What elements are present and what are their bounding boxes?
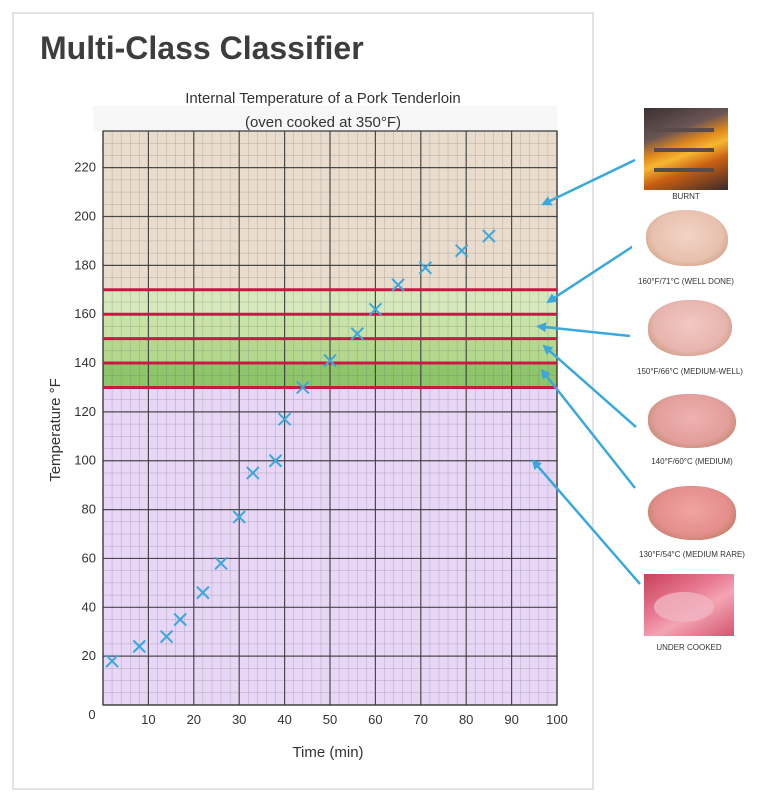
chart-subtitle: (oven cooked at 350°F) [245,114,401,131]
arrow-2 [536,322,631,338]
class-label-burnt: BURNT [672,192,700,201]
class-label-under-cooked: UNDER COOKED [656,643,722,652]
data-point-stroke [277,412,292,426]
data-point [391,278,405,292]
data-point-stroke [105,654,119,668]
data-point [173,612,187,627]
x-tick-label: 70 [414,712,428,727]
data-point-stroke [246,466,260,480]
origin-label: 0 [88,707,95,722]
data-point-stroke [454,243,469,258]
chart-title: Internal Temperature of a Pork Tenderloi… [185,90,460,107]
data-point [232,510,246,524]
pork-medium-rare-photo [640,478,744,548]
data-point-stroke [173,612,187,627]
data-point [214,556,228,571]
data-points [105,229,496,668]
y-tick-label: 40 [82,599,96,614]
data-point [132,639,147,654]
data-point [368,302,383,317]
class-arrows [531,158,641,585]
data-point-stroke [232,510,246,524]
x-tick-label: 100 [546,712,568,727]
y-tick-label: 20 [82,648,96,663]
y-axis-label: Temperature °F [47,378,64,482]
y-tick-label: 100 [74,453,96,468]
pork-medium-photo [640,386,744,456]
data-point-stroke [196,585,210,600]
data-point-stroke [268,454,283,468]
data-point [350,327,364,341]
data-point [268,454,283,468]
arrow-1 [546,241,639,304]
arrow-5 [531,459,641,585]
arrow-0 [541,158,636,206]
temperature-bands [93,106,557,705]
data-point [454,243,469,258]
class-label-well-done: 160°F/71°C (WELL DONE) [638,277,734,286]
class-label-medium: 140°F/60°C (MEDIUM) [651,457,733,466]
data-point-stroke [482,229,496,243]
data-point-stroke [296,380,310,395]
y-tick-label: 160 [74,306,96,321]
data-point [159,629,174,644]
data-point [323,353,337,368]
x-tick-label: 90 [504,712,518,727]
data-point [105,654,119,668]
data-point-stroke [323,353,337,368]
arrow-4 [540,368,636,489]
y-tick-label: 220 [74,160,96,175]
fire-photo [644,108,728,190]
pork-well-done-photo [632,202,740,274]
data-point [482,229,496,243]
x-tick-label: 80 [459,712,473,727]
x-tick-label: 30 [232,712,246,727]
data-point [246,466,260,480]
y-tick-label: 140 [74,355,96,370]
x-tick-label: 50 [323,712,337,727]
data-point [277,412,292,426]
data-point-stroke [350,327,364,341]
raw-meat-photo [644,574,734,636]
page-title: Multi-Class Classifier [40,30,364,66]
x-axis-label: Time (min) [292,744,363,761]
data-point-stroke [418,261,433,275]
axis-ticks: 10 20 30 40 50 60 70 80 90 100 20 40 60 80 100 120 140 16… [74,160,568,727]
plot-frame [102,130,558,706]
y-tick-label: 200 [74,208,96,223]
data-point [418,261,433,275]
class-label-medium-well: 150°F/66°C (MEDIUM-WELL) [637,367,743,376]
x-tick-label: 40 [277,712,291,727]
chart-title-backdrop [93,106,557,131]
class-label-medium-rare: 130°F/54°C (MEDIUM RARE) [639,550,745,559]
y-tick-label: 80 [82,502,96,517]
data-point [196,585,210,600]
data-point [296,380,310,395]
y-tick-label: 180 [74,257,96,272]
y-tick-label: 120 [74,404,96,419]
arrow-3 [542,344,637,428]
x-tick-label: 60 [368,712,382,727]
data-point-stroke [368,302,383,317]
data-point-stroke [214,556,228,571]
x-tick-label: 10 [141,712,155,727]
x-tick-label: 20 [187,712,201,727]
data-point-stroke [159,629,174,644]
y-tick-label: 60 [82,550,96,565]
pork-medium-well-photo [636,292,744,364]
data-point-stroke [132,639,147,654]
chart-grid [102,130,558,706]
threshold-lines [103,288,557,389]
data-point-stroke [391,278,405,292]
